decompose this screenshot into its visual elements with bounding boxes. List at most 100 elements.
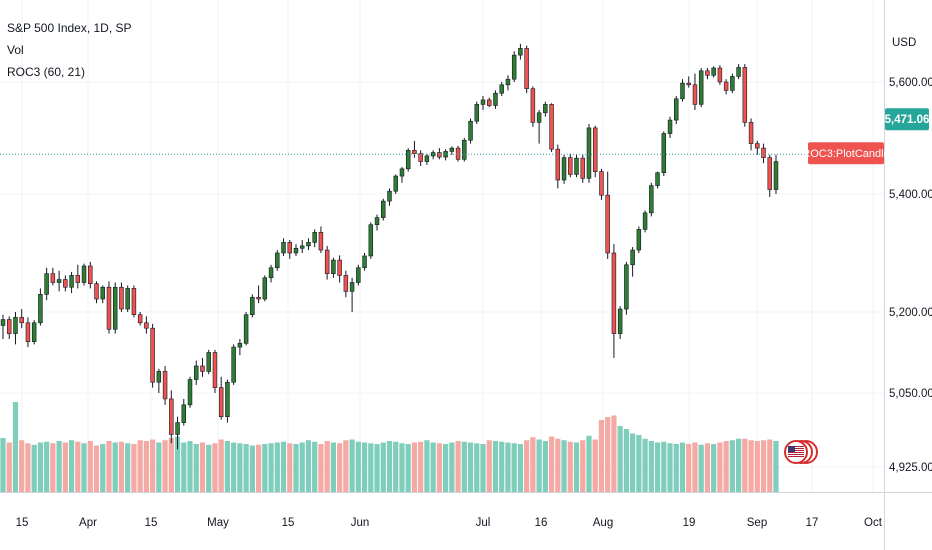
candle-body[interactable]	[356, 267, 361, 283]
candle-body[interactable]	[393, 175, 398, 192]
volume-bar[interactable]	[106, 441, 112, 492]
candle-body[interactable]	[324, 249, 330, 274]
volume-bar[interactable]	[530, 437, 536, 492]
candle-body[interactable]	[268, 267, 274, 279]
candle-body[interactable]	[381, 200, 386, 218]
candle-body[interactable]	[655, 172, 660, 186]
volume-bar[interactable]	[605, 417, 611, 492]
volume-bar[interactable]	[536, 439, 542, 493]
volume-bar[interactable]	[305, 440, 312, 492]
volume-bar[interactable]	[268, 443, 274, 492]
volume-bar[interactable]	[87, 441, 93, 492]
volume-bar[interactable]	[274, 442, 280, 493]
volume-bar[interactable]	[667, 443, 673, 492]
candle-body[interactable]	[599, 171, 604, 196]
candle-body[interactable]	[661, 133, 667, 174]
candle-body[interactable]	[437, 152, 442, 158]
candle-body[interactable]	[337, 259, 342, 276]
candle-body[interactable]	[94, 283, 99, 300]
volume-bar[interactable]	[767, 439, 773, 493]
volume-bar[interactable]	[742, 438, 748, 492]
candle-body[interactable]	[449, 147, 455, 152]
candle-body[interactable]	[7, 319, 12, 334]
volume-bar[interactable]	[492, 441, 499, 492]
volume-bar[interactable]	[580, 440, 586, 492]
candle-body[interactable]	[480, 99, 486, 105]
candle-body[interactable]	[13, 317, 18, 334]
candle-body[interactable]	[287, 242, 292, 254]
candle-body[interactable]	[748, 122, 754, 144]
volume-bar[interactable]	[567, 441, 573, 492]
volume-bar[interactable]	[361, 442, 368, 493]
volume-bar[interactable]	[505, 442, 511, 493]
volume-bar[interactable]	[231, 442, 237, 493]
candle-body[interactable]	[698, 70, 704, 105]
volume-bar[interactable]	[654, 442, 661, 493]
candle-body[interactable]	[31, 322, 37, 342]
volume-bar[interactable]	[125, 443, 131, 492]
volume-bar[interactable]	[449, 442, 455, 493]
volume-bar[interactable]	[212, 443, 218, 492]
volume-bar[interactable]	[199, 442, 206, 493]
candle-body[interactable]	[705, 70, 710, 76]
volume-bar[interactable]	[50, 443, 56, 492]
volume-bar[interactable]	[318, 444, 324, 492]
candle-body[interactable]	[499, 84, 504, 94]
candle-body[interactable]	[169, 398, 174, 435]
candle-body[interactable]	[81, 265, 87, 283]
candle-body[interactable]	[156, 371, 162, 383]
volume-bar[interactable]	[748, 440, 754, 492]
volume-bar[interactable]	[62, 442, 68, 493]
candle-body[interactable]	[555, 148, 561, 181]
volume-bar[interactable]	[561, 440, 567, 492]
candle-body[interactable]	[505, 78, 511, 86]
volume-bar[interactable]	[249, 445, 255, 493]
candle-body[interactable]	[318, 232, 324, 251]
candle-body[interactable]	[38, 293, 43, 324]
volume-bar[interactable]	[611, 415, 617, 493]
candle-body[interactable]	[468, 120, 473, 141]
volume-bar[interactable]	[673, 444, 679, 492]
volume-bar[interactable]	[735, 438, 742, 492]
candle-body[interactable]	[767, 157, 772, 190]
candle-body[interactable]	[680, 82, 685, 100]
candle-body[interactable]	[761, 147, 766, 158]
candle-body[interactable]	[430, 152, 436, 157]
candle-body[interactable]	[493, 92, 498, 106]
candle-body[interactable]	[487, 99, 492, 106]
candle-body[interactable]	[63, 279, 68, 288]
candle-body[interactable]	[299, 245, 305, 249]
candle-body[interactable]	[736, 67, 741, 77]
volume-bar[interactable]	[37, 442, 44, 493]
volume-bar[interactable]	[386, 441, 393, 492]
candle-body[interactable]	[175, 422, 180, 435]
volume-bar[interactable]	[31, 444, 37, 492]
volume-bar[interactable]	[237, 443, 243, 492]
volume-bar[interactable]	[255, 444, 262, 492]
volume-bar[interactable]	[455, 441, 461, 492]
volume-bar[interactable]	[411, 442, 418, 493]
candle-body[interactable]	[281, 242, 286, 254]
volume-bar[interactable]	[623, 429, 629, 492]
volume-bar[interactable]	[6, 442, 12, 493]
candle-body[interactable]	[69, 275, 74, 288]
candle-body[interactable]	[19, 317, 24, 324]
candle-body[interactable]	[306, 242, 311, 247]
volume-bar[interactable]	[343, 440, 349, 492]
candle-body[interactable]	[418, 153, 423, 162]
candle-body[interactable]	[405, 150, 411, 170]
volume-bar[interactable]	[174, 436, 181, 493]
candle-body[interactable]	[674, 98, 679, 121]
candle-body[interactable]	[144, 322, 149, 329]
candle-body[interactable]	[611, 252, 617, 334]
volume-bar[interactable]	[474, 443, 480, 492]
volume-bar[interactable]	[312, 441, 318, 492]
volume-bar[interactable]	[773, 441, 779, 492]
currency-label[interactable]: USD	[892, 37, 916, 49]
volume-bar[interactable]	[679, 442, 686, 493]
candle-body[interactable]	[580, 157, 585, 179]
volume-bar[interactable]	[187, 441, 193, 492]
volume-bar[interactable]	[0, 438, 6, 492]
candle-body[interactable]	[112, 286, 118, 330]
